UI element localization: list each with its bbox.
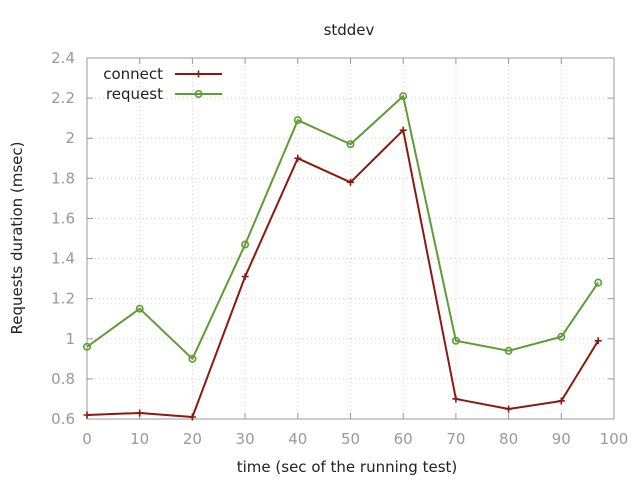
- x-tick-label: 100: [600, 430, 629, 448]
- y-axis-title: Requests duration (msec): [8, 141, 26, 334]
- x-tick-label: 90: [552, 430, 571, 448]
- x-tick-label: 0: [82, 430, 92, 448]
- data-point: [557, 332, 566, 341]
- y-tick-label: 0.8: [51, 370, 75, 388]
- y-tick-label: 1.6: [51, 209, 75, 227]
- legend-label: connect: [103, 65, 163, 83]
- data-point: [136, 409, 144, 417]
- data-point: [451, 336, 460, 345]
- x-tick-label: 70: [446, 430, 465, 448]
- axes: 0.6 0.8 1 1.2 1.4 1.6 1.8 2 2.2 2.4 0 10 20 30 40 50 60 7…: [51, 49, 628, 448]
- series-line-connect: [86, 129, 600, 418]
- data-point: [594, 337, 602, 345]
- data-point: [505, 405, 513, 413]
- data-point: [83, 342, 92, 351]
- series-request: [83, 92, 603, 363]
- data-point: [188, 354, 197, 363]
- x-tick-label: 40: [288, 430, 307, 448]
- data-point: [452, 395, 460, 403]
- data-point: [195, 70, 202, 78]
- data-point: [188, 413, 196, 421]
- data-point: [293, 116, 302, 125]
- data-point: [241, 273, 249, 281]
- x-tick-label: 50: [341, 430, 360, 448]
- y-tick-label: 0.6: [51, 410, 75, 428]
- y-tick-label: 2: [65, 129, 75, 147]
- data-point: [399, 92, 408, 101]
- legend: connect request: [103, 65, 222, 103]
- series-connect: [83, 126, 602, 421]
- y-tick-label: 1: [65, 330, 75, 348]
- x-tick-label: 80: [499, 430, 518, 448]
- data-point: [294, 154, 302, 162]
- series-layer: [83, 92, 603, 421]
- data-point: [83, 411, 91, 419]
- x-tick-label: 20: [183, 430, 202, 448]
- grid: [87, 58, 614, 419]
- x-tick-label: 30: [236, 430, 255, 448]
- y-tick-label: 1.2: [51, 290, 75, 308]
- data-point: [557, 397, 565, 405]
- legend-label: request: [106, 85, 163, 103]
- x-tick-label: 60: [394, 430, 413, 448]
- data-point: [241, 240, 250, 249]
- data-point: [194, 90, 203, 99]
- chart-title: stddev: [324, 21, 375, 39]
- y-tick-label: 2.4: [51, 49, 75, 67]
- y-tick-label: 1.8: [51, 169, 75, 187]
- data-point: [135, 304, 144, 313]
- data-point: [594, 278, 603, 287]
- x-axis-title: time (sec of the running test): [237, 458, 458, 476]
- y-tick-label: 2.2: [51, 89, 75, 107]
- x-tick-label: 10: [130, 430, 149, 448]
- data-point: [504, 346, 513, 355]
- y-tick-label: 1.4: [51, 250, 75, 268]
- data-point: [399, 126, 407, 134]
- series-line-request: [86, 95, 600, 360]
- data-point: [346, 140, 355, 149]
- data-point: [347, 178, 354, 186]
